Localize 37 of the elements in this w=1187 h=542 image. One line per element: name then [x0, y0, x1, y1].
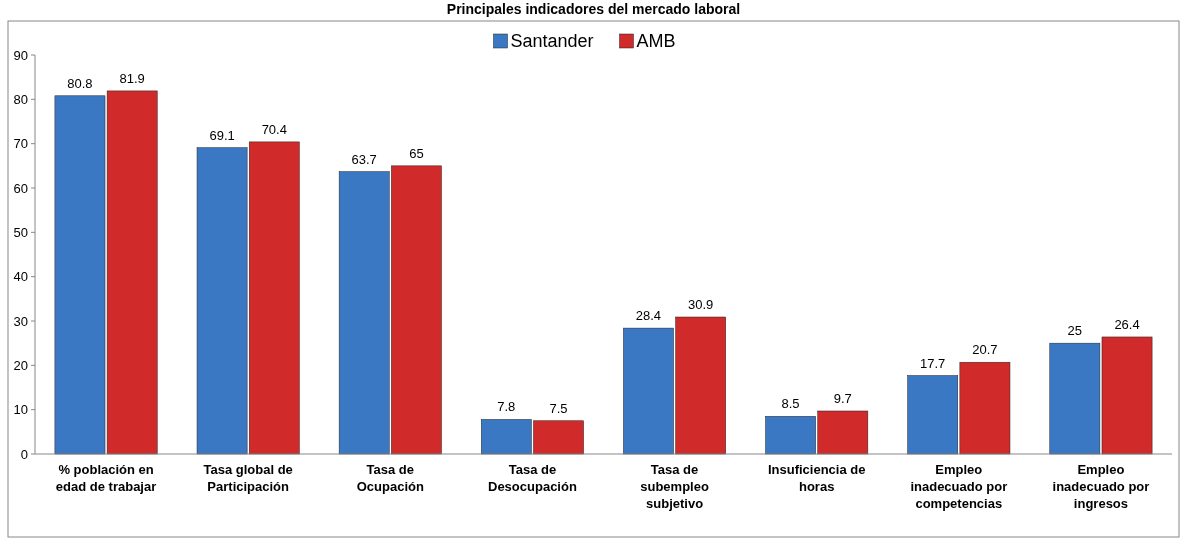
data-label: 30.9 [688, 297, 714, 313]
y-tick-label: 90 [13, 47, 28, 63]
x-tick-label: Tasa de subempleo subjetivo [640, 462, 709, 511]
x-tick-label: Tasa de Desocupación [488, 462, 577, 494]
data-label: 65 [409, 145, 424, 161]
data-label: 80.8 [67, 75, 93, 91]
x-tick-label: Tasa de Ocupación [356, 462, 424, 494]
legend-label: Santander [510, 31, 594, 51]
y-tick-label: 40 [13, 269, 28, 285]
legend-label: AMB [636, 31, 676, 51]
data-label: 7.8 [497, 399, 516, 415]
y-tick-label: 60 [13, 180, 28, 196]
chart-title: Principales indicadores del mercado laboral [446, 1, 741, 17]
y-tick-label: 70 [13, 136, 28, 152]
data-label: 70.4 [261, 121, 287, 137]
data-label: 9.7 [833, 391, 852, 406]
data-label: 25 [1067, 323, 1083, 339]
data-label: 7.5 [549, 400, 568, 416]
x-tick-label: Empleo inadecuado por competencias [910, 462, 1008, 511]
y-tick-label: 80 [13, 91, 28, 107]
data-label: 26.4 [1114, 316, 1140, 332]
y-tick-label: 30 [13, 313, 28, 329]
y-tick-label: 10 [13, 402, 28, 418]
x-tick-label: Insuficiencia de horas [767, 462, 866, 494]
y-tick-label: 50 [13, 224, 28, 240]
data-label: 63.7 [351, 151, 377, 167]
data-label: 17.7 [920, 355, 946, 371]
y-tick-label: 0 [20, 446, 28, 462]
data-label: 8.5 [781, 396, 800, 412]
data-label: 28.4 [635, 308, 662, 324]
x-tick-label: Tasa global de Participación [203, 462, 293, 494]
data-label: 81.9 [119, 70, 145, 86]
data-label: 69.1 [209, 127, 235, 143]
x-tick-label: Empleo inadecuado por ingresos [1052, 462, 1150, 511]
y-tick-label: 20 [13, 357, 28, 373]
x-tick-label: % población en edad de trabajar [55, 462, 157, 494]
data-label: 20.7 [972, 342, 998, 358]
